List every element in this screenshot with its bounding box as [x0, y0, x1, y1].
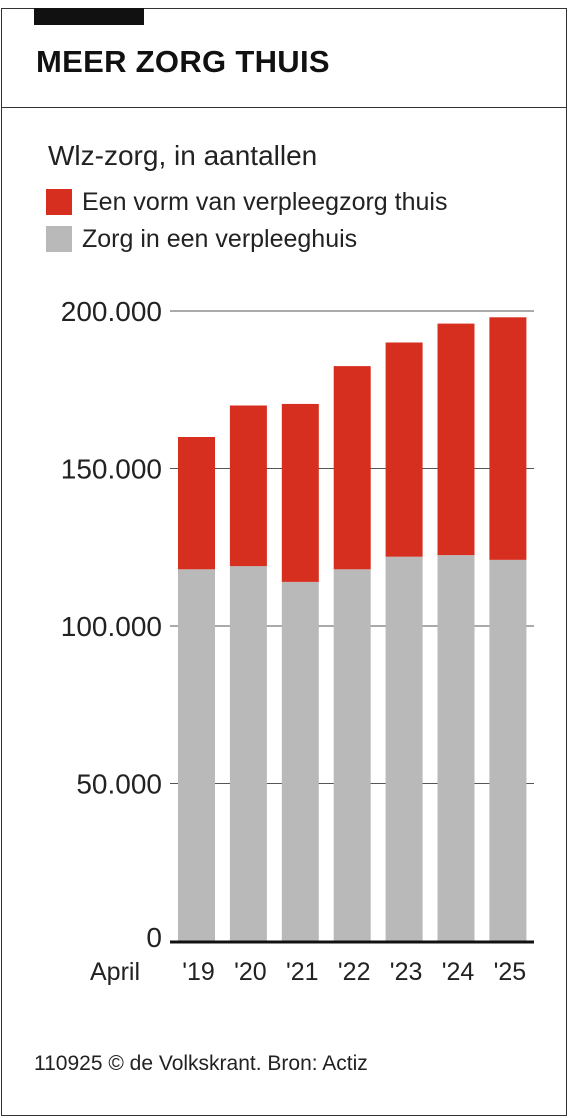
- legend-item-home-care: Een vorm van verpleegzorg thuis: [46, 187, 447, 217]
- graphic-frame: [1, 8, 567, 1116]
- bar-nursing-home: [229, 566, 267, 941]
- x-tick-label: '22: [338, 958, 371, 986]
- bar-nursing-home: [437, 555, 475, 941]
- y-tick-label: 150.000: [61, 454, 162, 485]
- x-tick-label: '20: [234, 958, 267, 986]
- bar-nursing-home: [385, 556, 423, 941]
- legend-label-nursing-home: Zorg in een verpleeghuis: [82, 224, 358, 253]
- x-axis-prefix-label: April: [90, 958, 140, 986]
- bar-home-care: [437, 323, 475, 556]
- y-tick-label: 0: [146, 922, 162, 953]
- source-credit: 110925 © de Volkskrant. Bron: Actiz: [34, 1052, 368, 1075]
- x-tick-label: '24: [442, 958, 475, 986]
- y-tick-label: 50.000: [76, 769, 162, 800]
- x-tick-label: '25: [494, 958, 527, 986]
- legend-item-nursing-home: Zorg in een verpleeghuis: [46, 224, 357, 254]
- x-tick-label: '23: [390, 958, 423, 986]
- bar-nursing-home: [281, 581, 319, 941]
- y-tick-label: 100.000: [61, 611, 162, 642]
- bar-home-care: [333, 366, 371, 570]
- legend-label-home-care: Een vorm van verpleegzorg thuis: [82, 187, 448, 216]
- legend-swatch-home-care: [46, 189, 72, 215]
- bar-nursing-home: [178, 569, 215, 941]
- bar-nursing-home: [489, 559, 527, 941]
- bar-nursing-home: [333, 569, 371, 941]
- bar-home-care: [178, 437, 215, 570]
- legend-swatch-nursing-home: [46, 226, 72, 252]
- bar-home-care: [229, 405, 267, 567]
- chart-subtitle: Wlz-zorg, in aantallen: [48, 140, 318, 171]
- accent-bar: [34, 8, 144, 25]
- bar-home-care: [281, 403, 319, 582]
- chart-title: MEER ZORG THUIS: [36, 44, 330, 79]
- header-divider: [1, 107, 567, 108]
- x-tick-label: '21: [286, 958, 319, 986]
- x-tick-label: '19: [182, 958, 215, 986]
- bar-home-care: [385, 342, 423, 557]
- y-tick-label: 200.000: [61, 296, 162, 327]
- bar-home-care: [489, 317, 527, 560]
